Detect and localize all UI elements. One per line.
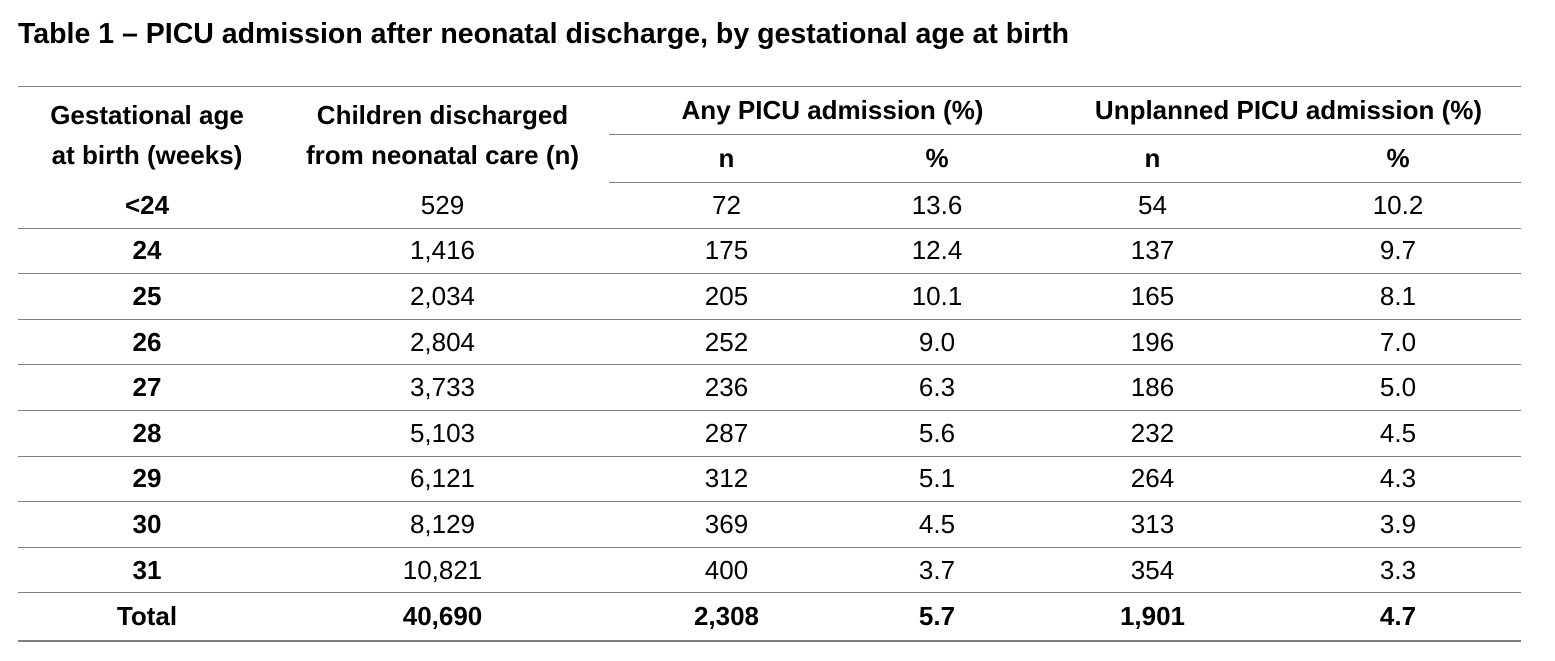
cell-any-pct: 12.4 xyxy=(844,228,1030,275)
cell-discharged: 8,129 xyxy=(276,501,609,548)
total-discharged: 40,690 xyxy=(276,592,609,643)
cell-any-n: 175 xyxy=(609,228,844,275)
cell-discharged: 2,804 xyxy=(276,319,609,366)
cell-any-n: 369 xyxy=(609,501,844,548)
table-row: 29 6,121 312 5.1 264 4.3 xyxy=(18,456,1521,503)
header-gestational-age: Gestational age at birth (weeks) xyxy=(18,87,276,183)
cell-any-pct: 6.3 xyxy=(844,364,1030,411)
header-children-discharged: Children discharged from neonatal care (… xyxy=(276,87,609,183)
cell-unplanned-pct: 7.0 xyxy=(1275,319,1521,366)
cell-gestational-age: 25 xyxy=(18,273,276,320)
cell-unplanned-pct: 9.7 xyxy=(1275,228,1521,275)
header-unplanned-picu-admission: Unplanned PICU admission (%) xyxy=(1030,86,1521,135)
picu-admission-table: Gestational age at birth (weeks) Childre… xyxy=(18,86,1521,643)
cell-unplanned-n: 232 xyxy=(1030,410,1275,457)
header-any-n: n xyxy=(609,134,844,183)
table-row: 28 5,103 287 5.6 232 4.5 xyxy=(18,410,1521,457)
cell-any-n: 252 xyxy=(609,319,844,366)
total-any-n: 2,308 xyxy=(609,592,844,643)
header-children-discharged-line2: from neonatal care (n) xyxy=(305,139,580,170)
header-row-subcolumns: n % n % xyxy=(18,134,1521,183)
header-unplanned-pct: % xyxy=(1275,134,1521,183)
cell-any-n: 236 xyxy=(609,364,844,411)
cell-discharged: 3,733 xyxy=(276,364,609,411)
cell-any-n: 400 xyxy=(609,547,844,594)
cell-discharged: 529 xyxy=(276,182,609,229)
cell-unplanned-n: 137 xyxy=(1030,228,1275,275)
total-any-pct: 5.7 xyxy=(844,592,1030,643)
cell-discharged: 2,034 xyxy=(276,273,609,320)
table-row: <24 529 72 13.6 54 10.2 xyxy=(18,182,1521,229)
cell-gestational-age: <24 xyxy=(18,182,276,229)
cell-any-pct: 4.5 xyxy=(844,501,1030,548)
header-any-picu-admission: Any PICU admission (%) xyxy=(609,86,1030,135)
cell-gestational-age: 29 xyxy=(18,456,276,503)
cell-unplanned-n: 354 xyxy=(1030,547,1275,594)
header-children-discharged-line1: Children discharged xyxy=(316,99,569,130)
cell-gestational-age: 28 xyxy=(18,410,276,457)
cell-unplanned-pct: 5.0 xyxy=(1275,364,1521,411)
cell-any-n: 287 xyxy=(609,410,844,457)
header-gestational-age-line1: Gestational age xyxy=(50,99,244,130)
header-row-groups: Gestational age at birth (weeks) Childre… xyxy=(18,86,1521,170)
cell-any-pct: 9.0 xyxy=(844,319,1030,366)
cell-unplanned-pct: 3.3 xyxy=(1275,547,1521,594)
header-any-pct: % xyxy=(844,134,1030,183)
cell-gestational-age: 31 xyxy=(18,547,276,594)
cell-unplanned-pct: 3.9 xyxy=(1275,501,1521,548)
cell-any-pct: 5.1 xyxy=(844,456,1030,503)
cell-discharged: 10,821 xyxy=(276,547,609,594)
table-row: 30 8,129 369 4.5 313 3.9 xyxy=(18,501,1521,548)
cell-unplanned-pct: 4.3 xyxy=(1275,456,1521,503)
table-row: 24 1,416 175 12.4 137 9.7 xyxy=(18,228,1521,275)
cell-any-n: 72 xyxy=(609,182,844,229)
cell-discharged: 1,416 xyxy=(276,228,609,275)
cell-any-pct: 5.6 xyxy=(844,410,1030,457)
cell-unplanned-n: 313 xyxy=(1030,501,1275,548)
total-unplanned-n: 1,901 xyxy=(1030,592,1275,643)
table-row: 25 2,034 205 10.1 165 8.1 xyxy=(18,273,1521,320)
table-row: 31 10,821 400 3.7 354 3.3 xyxy=(18,547,1521,594)
cell-unplanned-n: 196 xyxy=(1030,319,1275,366)
cell-discharged: 6,121 xyxy=(276,456,609,503)
table-title: Table 1 – PICU admission after neonatal … xyxy=(18,18,1070,50)
cell-gestational-age: 27 xyxy=(18,364,276,411)
cell-gestational-age: 30 xyxy=(18,501,276,548)
table-row: 26 2,804 252 9.0 196 7.0 xyxy=(18,319,1521,366)
total-unplanned-pct: 4.7 xyxy=(1275,592,1521,643)
header-unplanned-n: n xyxy=(1030,134,1275,183)
header-gestational-age-line2: at birth (weeks) xyxy=(51,139,243,170)
cell-unplanned-pct: 10.2 xyxy=(1275,182,1521,229)
table-body: <24 529 72 13.6 54 10.2 24 1,416 175 12.… xyxy=(18,182,1521,643)
table-row: 27 3,733 236 6.3 186 5.0 xyxy=(18,364,1521,411)
cell-unplanned-n: 264 xyxy=(1030,456,1275,503)
cell-unplanned-pct: 8.1 xyxy=(1275,273,1521,320)
cell-unplanned-pct: 4.5 xyxy=(1275,410,1521,457)
cell-any-pct: 10.1 xyxy=(844,273,1030,320)
cell-any-n: 312 xyxy=(609,456,844,503)
cell-any-pct: 13.6 xyxy=(844,182,1030,229)
total-row: Total 40,690 2,308 5.7 1,901 4.7 xyxy=(18,592,1521,643)
cell-gestational-age: 26 xyxy=(18,319,276,366)
total-label: Total xyxy=(18,592,276,643)
cell-discharged: 5,103 xyxy=(276,410,609,457)
cell-unplanned-n: 186 xyxy=(1030,364,1275,411)
cell-gestational-age: 24 xyxy=(18,228,276,275)
cell-unplanned-n: 165 xyxy=(1030,273,1275,320)
cell-any-pct: 3.7 xyxy=(844,547,1030,594)
cell-any-n: 205 xyxy=(609,273,844,320)
cell-unplanned-n: 54 xyxy=(1030,182,1275,229)
